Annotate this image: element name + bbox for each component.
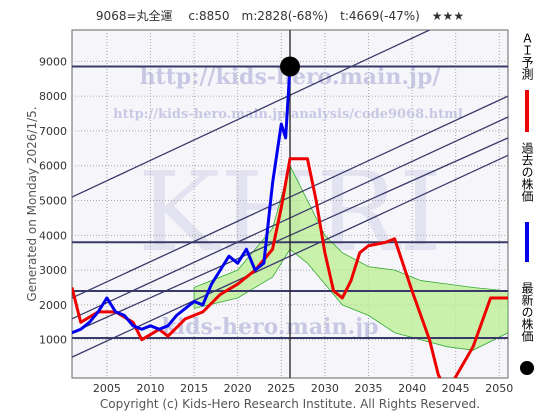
y-tick-label: 8000 [39, 90, 67, 103]
legend-label: 最新の株価 [520, 282, 534, 342]
y-tick-label: 5000 [39, 195, 67, 208]
x-tick-label: 2015 [180, 382, 208, 395]
y-tick-label: 3000 [39, 264, 67, 277]
x-tick-label: 2020 [224, 382, 252, 395]
legend-label: 過去の株価 [520, 142, 534, 202]
x-tick-label: 2050 [485, 382, 513, 395]
footer: Copyright (c) Kids-Hero Research Institu… [100, 397, 480, 411]
latest-price [280, 56, 300, 77]
x-tick-label: 2030 [311, 382, 339, 395]
y-tick-label: 7000 [39, 125, 67, 138]
y-tick-label: 4000 [39, 229, 67, 242]
chart-title: 9068=丸全運 c:8850 m:2828(-68%) t:4669(-47%… [96, 8, 464, 23]
legend-swatch [520, 361, 534, 375]
x-tick-label: 2045 [442, 382, 470, 395]
series-line [72, 66, 292, 335]
legend-label: ＡＩ予測 [520, 32, 534, 81]
side-label: Generated on Monday 2026/1/5. [25, 106, 39, 301]
x-tick-label: 2035 [354, 382, 382, 395]
trend-line [72, 30, 430, 198]
x-tick-label: 2010 [136, 382, 164, 395]
watermark: kids-hero.main.jp [162, 314, 379, 340]
y-tick-label: 6000 [39, 160, 67, 173]
y-tick-label: 1000 [39, 334, 67, 347]
plot-content [72, 30, 508, 378]
x-tick-label: 2005 [93, 382, 121, 395]
x-tick-label: 2025 [267, 382, 295, 395]
y-tick-label: 2000 [39, 299, 67, 312]
y-tick-label: 9000 [39, 55, 67, 68]
series-line [72, 157, 508, 378]
x-tick-label: 2040 [398, 382, 426, 395]
